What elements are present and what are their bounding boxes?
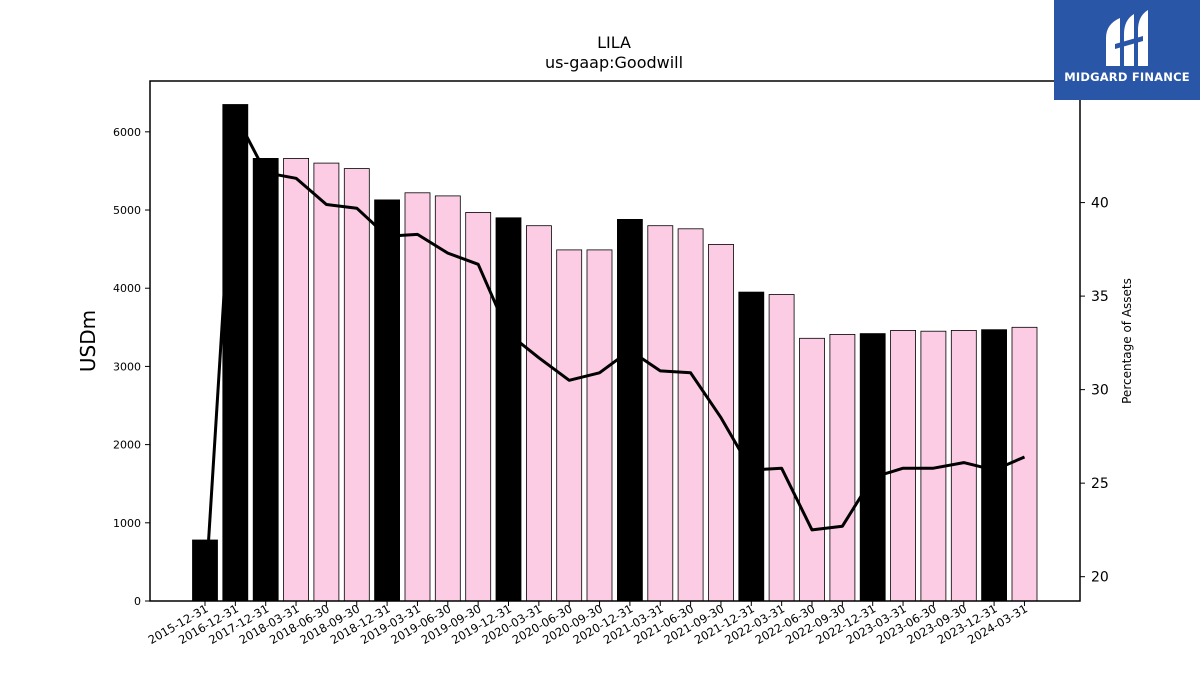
logo-text: MIDGARD FINANCE	[1064, 70, 1190, 84]
y-tick-label: 6000	[113, 126, 141, 139]
plot-frame	[149, 80, 1081, 602]
y-tick-label: 4000	[113, 282, 141, 295]
bar-2023-03-31	[890, 329, 916, 602]
y-tick-label: 0	[134, 595, 141, 608]
bar-2021-12-31	[738, 291, 765, 602]
y2-tick-label: 25	[1091, 476, 1109, 492]
bar-2017-12-31	[252, 157, 279, 602]
bar-2022-06-30	[799, 337, 825, 602]
midgard-logo-icon	[1106, 10, 1148, 66]
bar-2021-06-30	[677, 228, 704, 602]
bar-2019-09-30	[465, 211, 492, 602]
bar-2022-03-31	[768, 294, 795, 602]
bar-2019-06-30	[434, 195, 461, 602]
bar-2021-03-31	[647, 225, 674, 602]
bar-2018-03-31	[283, 157, 310, 602]
bar-2020-06-30	[556, 249, 583, 602]
y2-tick-label: 20	[1091, 570, 1109, 586]
bar-2024-03-31	[1011, 326, 1038, 602]
bar-2021-09-30	[708, 243, 734, 602]
bar-2019-12-31	[495, 217, 522, 602]
bar-2018-12-31	[374, 199, 401, 602]
bar-2020-09-30	[586, 249, 613, 602]
bar-2018-09-30	[343, 168, 370, 602]
y-axis-label: USDm	[76, 310, 100, 372]
bar-series	[192, 104, 1038, 602]
y2-tick-label: 35	[1091, 289, 1109, 305]
bar-2022-12-31	[859, 333, 886, 602]
bar-2016-12-31	[222, 104, 249, 602]
y-tick-label: 1000	[113, 517, 141, 530]
percentage-line-series	[203, 113, 1026, 598]
bar-2019-03-31	[404, 192, 431, 602]
bar-2020-12-31	[617, 218, 643, 602]
percentage-of-assets-line	[203, 113, 1026, 598]
chart-subtitle: us-gaap:Goodwill	[545, 53, 683, 72]
midgard-finance-logo: MIDGARD FINANCE	[1054, 0, 1200, 100]
bar-2020-03-31	[526, 225, 552, 602]
y-tick-label: 3000	[113, 360, 141, 373]
bar-2018-06-30	[313, 162, 340, 602]
y2-tick-label: 40	[1091, 196, 1109, 212]
y-tick-label: 5000	[113, 204, 141, 217]
y2-axis-label: Percentage of Assets	[1120, 278, 1134, 404]
y2-tick-label: 30	[1091, 383, 1109, 399]
bar-2022-09-30	[829, 333, 856, 602]
y-tick-label: 2000	[113, 439, 141, 452]
chart-title: LILA	[597, 33, 631, 52]
